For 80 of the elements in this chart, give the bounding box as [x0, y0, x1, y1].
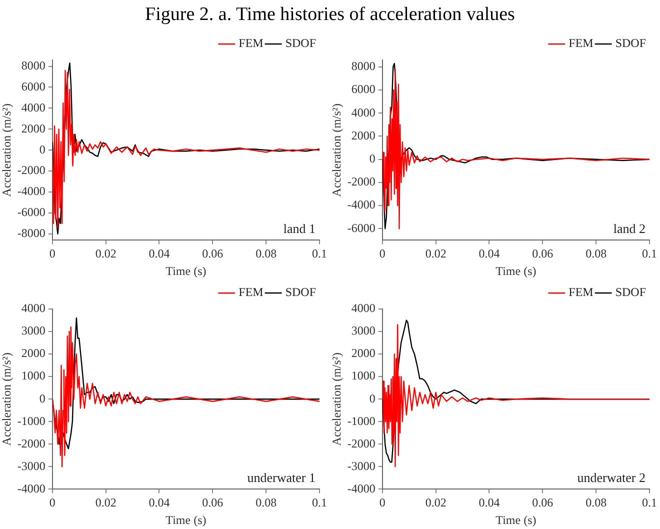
- y-tick-label: -4000: [17, 184, 46, 198]
- y-axis-title: Acceleration (m/s²): [0, 352, 14, 446]
- y-tick-label: -4000: [17, 481, 46, 496]
- x-tick-label: 0.1: [642, 246, 657, 261]
- y-tick-label: 3000: [21, 324, 46, 338]
- x-tick-label: 0.06: [202, 496, 224, 510]
- y-tick-label: -2000: [347, 436, 376, 450]
- y-tick-label: 4000: [351, 301, 376, 316]
- y-tick-label: 1000: [351, 368, 376, 383]
- x-tick-label: 0: [379, 246, 386, 261]
- x-tick-label: 0.06: [202, 246, 224, 261]
- legend-label: SDOF: [285, 36, 316, 50]
- x-axis-title: Time (s): [166, 264, 206, 278]
- x-tick-label: 0: [379, 496, 386, 510]
- chart-title: Figure 2. a. Time histories of acceleration values: [144, 3, 516, 27]
- x-axis-title: Time (s): [166, 512, 206, 527]
- y-tick-label: 2000: [21, 346, 46, 360]
- y-tick-label: 2000: [21, 121, 46, 136]
- y-tick-label: -2000: [17, 436, 46, 450]
- x-tick-label: 0.06: [532, 246, 554, 261]
- y-axis-title: Acceleration (m/s²): [0, 103, 14, 197]
- y-tick-label: -6000: [17, 205, 46, 220]
- y-tick-label: -2000: [17, 163, 46, 178]
- x-tick-label: 0.1: [312, 246, 327, 261]
- legend-label: SDOF: [615, 285, 646, 300]
- y-tick-label: 0: [369, 151, 376, 166]
- x-tick-label: 0.1: [312, 496, 327, 510]
- y-tick-label: 8000: [21, 58, 46, 72]
- y-tick-label: 3000: [351, 324, 376, 338]
- legend-label: FEM: [568, 285, 594, 300]
- x-tick-label: 0.04: [478, 496, 500, 510]
- y-tick-label: 0: [369, 391, 376, 406]
- x-tick-label: 0.04: [148, 496, 170, 510]
- y-tick-label: -4000: [347, 198, 376, 212]
- y-tick-label: 0: [39, 142, 46, 156]
- y-axis-title: Acceleration (m/s²): [329, 103, 344, 197]
- y-tick-label: 2000: [351, 346, 376, 360]
- y-tick-label: 1000: [21, 368, 46, 383]
- y-tick-label: -4000: [347, 481, 376, 496]
- y-tick-label: 8000: [351, 59, 376, 74]
- x-tick-label: 0.08: [256, 496, 277, 510]
- legend-label: FEM: [238, 285, 264, 300]
- x-axis-title: Time (s): [496, 512, 536, 527]
- y-tick-label: 4000: [21, 100, 46, 114]
- legend-label: SDOF: [615, 36, 646, 50]
- x-tick-label: 0.02: [425, 496, 446, 510]
- x-tick-label: 0.08: [586, 246, 607, 261]
- y-axis-title: Acceleration (m/s²): [329, 352, 344, 446]
- x-tick-label: 0.06: [532, 496, 554, 510]
- legend-label: FEM: [238, 36, 264, 50]
- y-tick-label: 0: [39, 391, 46, 406]
- y-tick-label: 6000: [21, 79, 46, 94]
- x-tick-label: 0.08: [256, 246, 277, 261]
- y-tick-label: -6000: [347, 220, 376, 235]
- annotation: land 1: [283, 221, 316, 236]
- y-tick-label: -8000: [17, 226, 46, 240]
- legend-label: FEM: [568, 36, 594, 50]
- x-tick-label: 0.04: [148, 246, 170, 261]
- annotation: underwater 2: [577, 470, 646, 486]
- y-tick-label: -3000: [17, 458, 46, 473]
- y-tick-label: -1000: [347, 414, 376, 428]
- x-tick-label: 0.04: [478, 246, 500, 261]
- x-tick-label: 0: [49, 496, 56, 510]
- y-tick-label: 4000: [351, 105, 376, 120]
- x-tick-label: 0.02: [425, 246, 446, 261]
- x-tick-label: 0.1: [642, 496, 657, 510]
- x-tick-label: 0.02: [95, 496, 116, 510]
- x-tick-label: 0: [49, 246, 56, 261]
- y-tick-label: 6000: [351, 82, 376, 96]
- x-axis-title: Time (s): [496, 264, 536, 278]
- y-tick-label: 2000: [351, 128, 376, 142]
- y-tick-label: -2000: [347, 174, 376, 189]
- annotation: underwater 1: [247, 470, 316, 486]
- y-tick-label: -1000: [17, 414, 46, 428]
- x-tick-label: 0.02: [95, 246, 116, 261]
- x-tick-label: 0.08: [586, 496, 607, 510]
- legend-label: SDOF: [285, 285, 316, 300]
- y-tick-label: 4000: [21, 301, 46, 316]
- y-tick-label: -3000: [347, 458, 376, 473]
- annotation: land 2: [613, 221, 646, 236]
